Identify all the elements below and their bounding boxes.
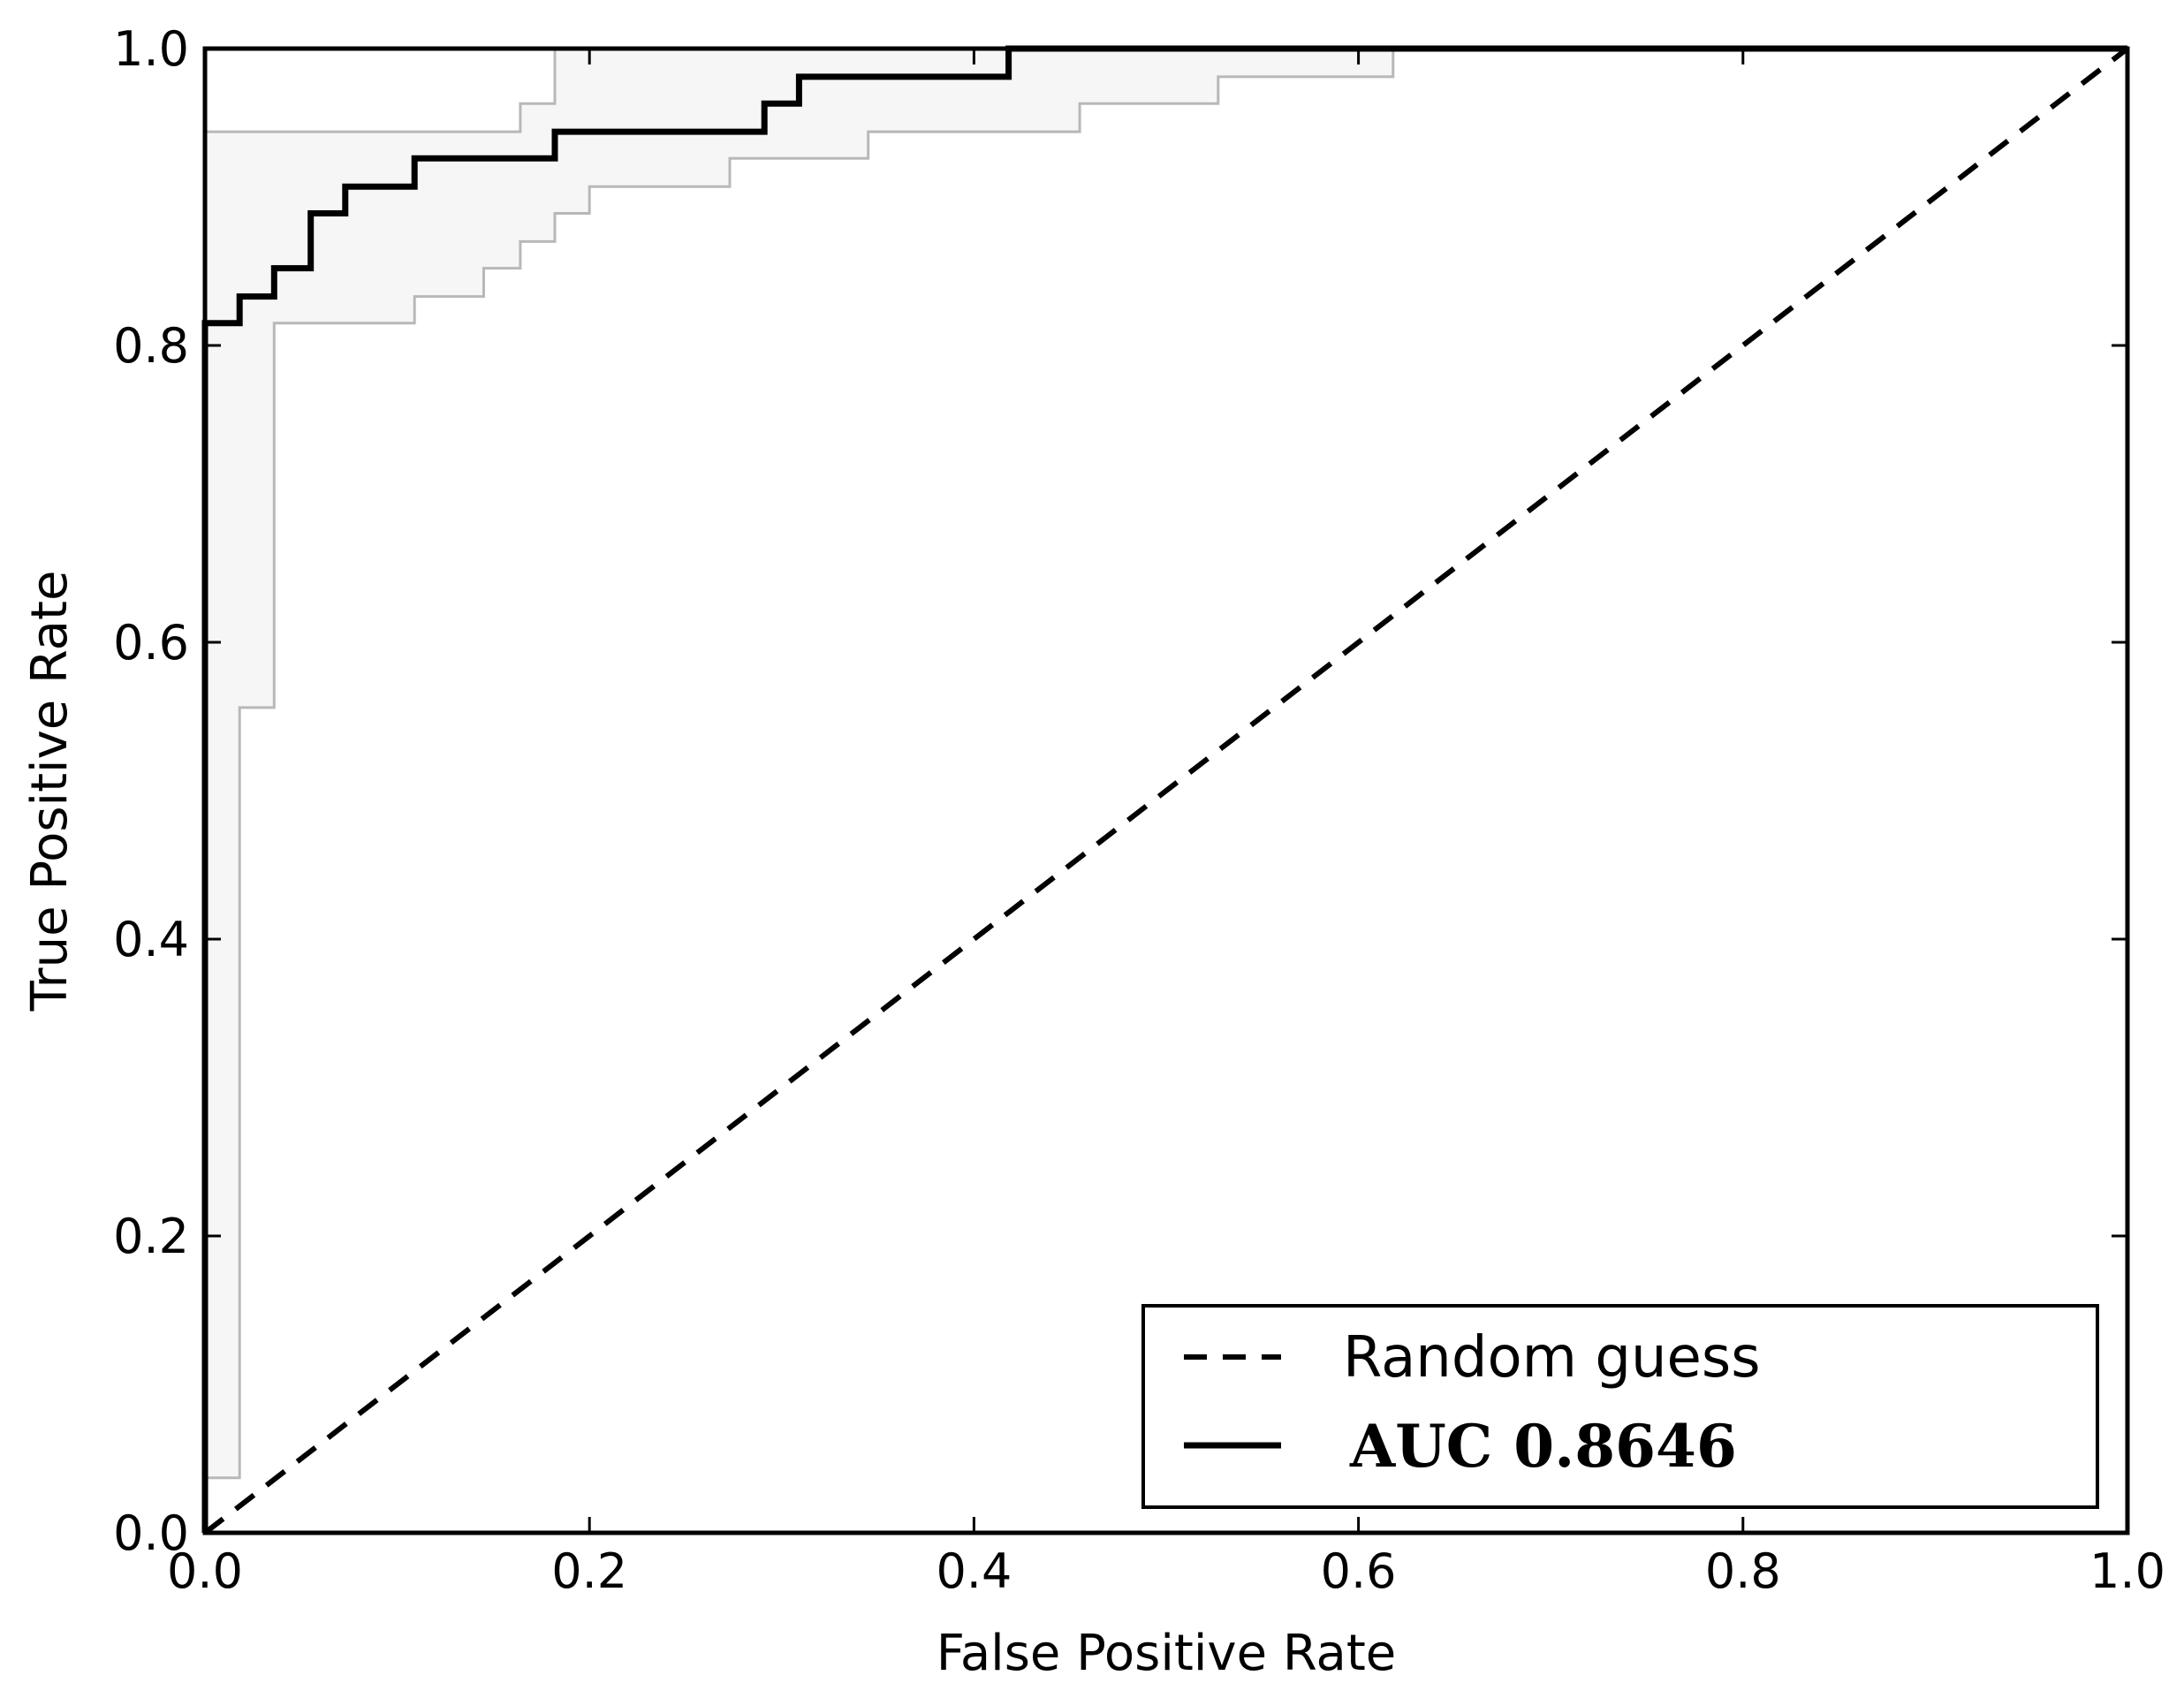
y-tick-label: 0.6	[113, 615, 189, 671]
series-layer	[201, 45, 2129, 1535]
legend-auc-label: AUC 0.8646	[1349, 1412, 1737, 1481]
plot-frame	[202, 46, 2130, 1535]
legend-box	[1141, 1304, 2099, 1509]
x-tick-label: 0.6	[1321, 1543, 1397, 1599]
x-tick-label: 0.2	[551, 1543, 627, 1599]
roc-curve-line	[201, 45, 2127, 1533]
legend-auc-text: AUC	[1349, 1412, 1492, 1481]
x-tick-label: 0.4	[936, 1543, 1012, 1599]
legend: Random guess AUC 0.8646	[1141, 1304, 2099, 1509]
random-guess-line	[203, 46, 2129, 1535]
y-axis-title: True Positive Rate	[21, 571, 79, 1012]
y-tick-label: 1.0	[113, 21, 189, 77]
band-fill	[205, 49, 2127, 1533]
y-tick-label: 0.2	[113, 1209, 189, 1264]
y-tick-label: 0.0	[113, 1505, 189, 1561]
x-tick-label: 0.0	[167, 1543, 243, 1599]
legend-random-label: Random guess	[1343, 1325, 1761, 1391]
x-tick-label: 0.8	[1705, 1543, 1781, 1599]
x-axis-title: False Positive Rate	[937, 1625, 1396, 1682]
legend-auc-value: 0.8646	[1513, 1412, 1737, 1481]
axis-ticks: 0.0 0.2 0.4 0.6 0.8 1.0 0.0 0.2 0.4 0.6 0.8 1.0	[113, 21, 2165, 1599]
x-tick-label: 1.0	[2089, 1543, 2165, 1599]
band-lower-line	[203, 47, 2127, 1533]
y-tick-label: 0.4	[113, 912, 189, 967]
y-tick-label: 0.8	[113, 318, 189, 374]
